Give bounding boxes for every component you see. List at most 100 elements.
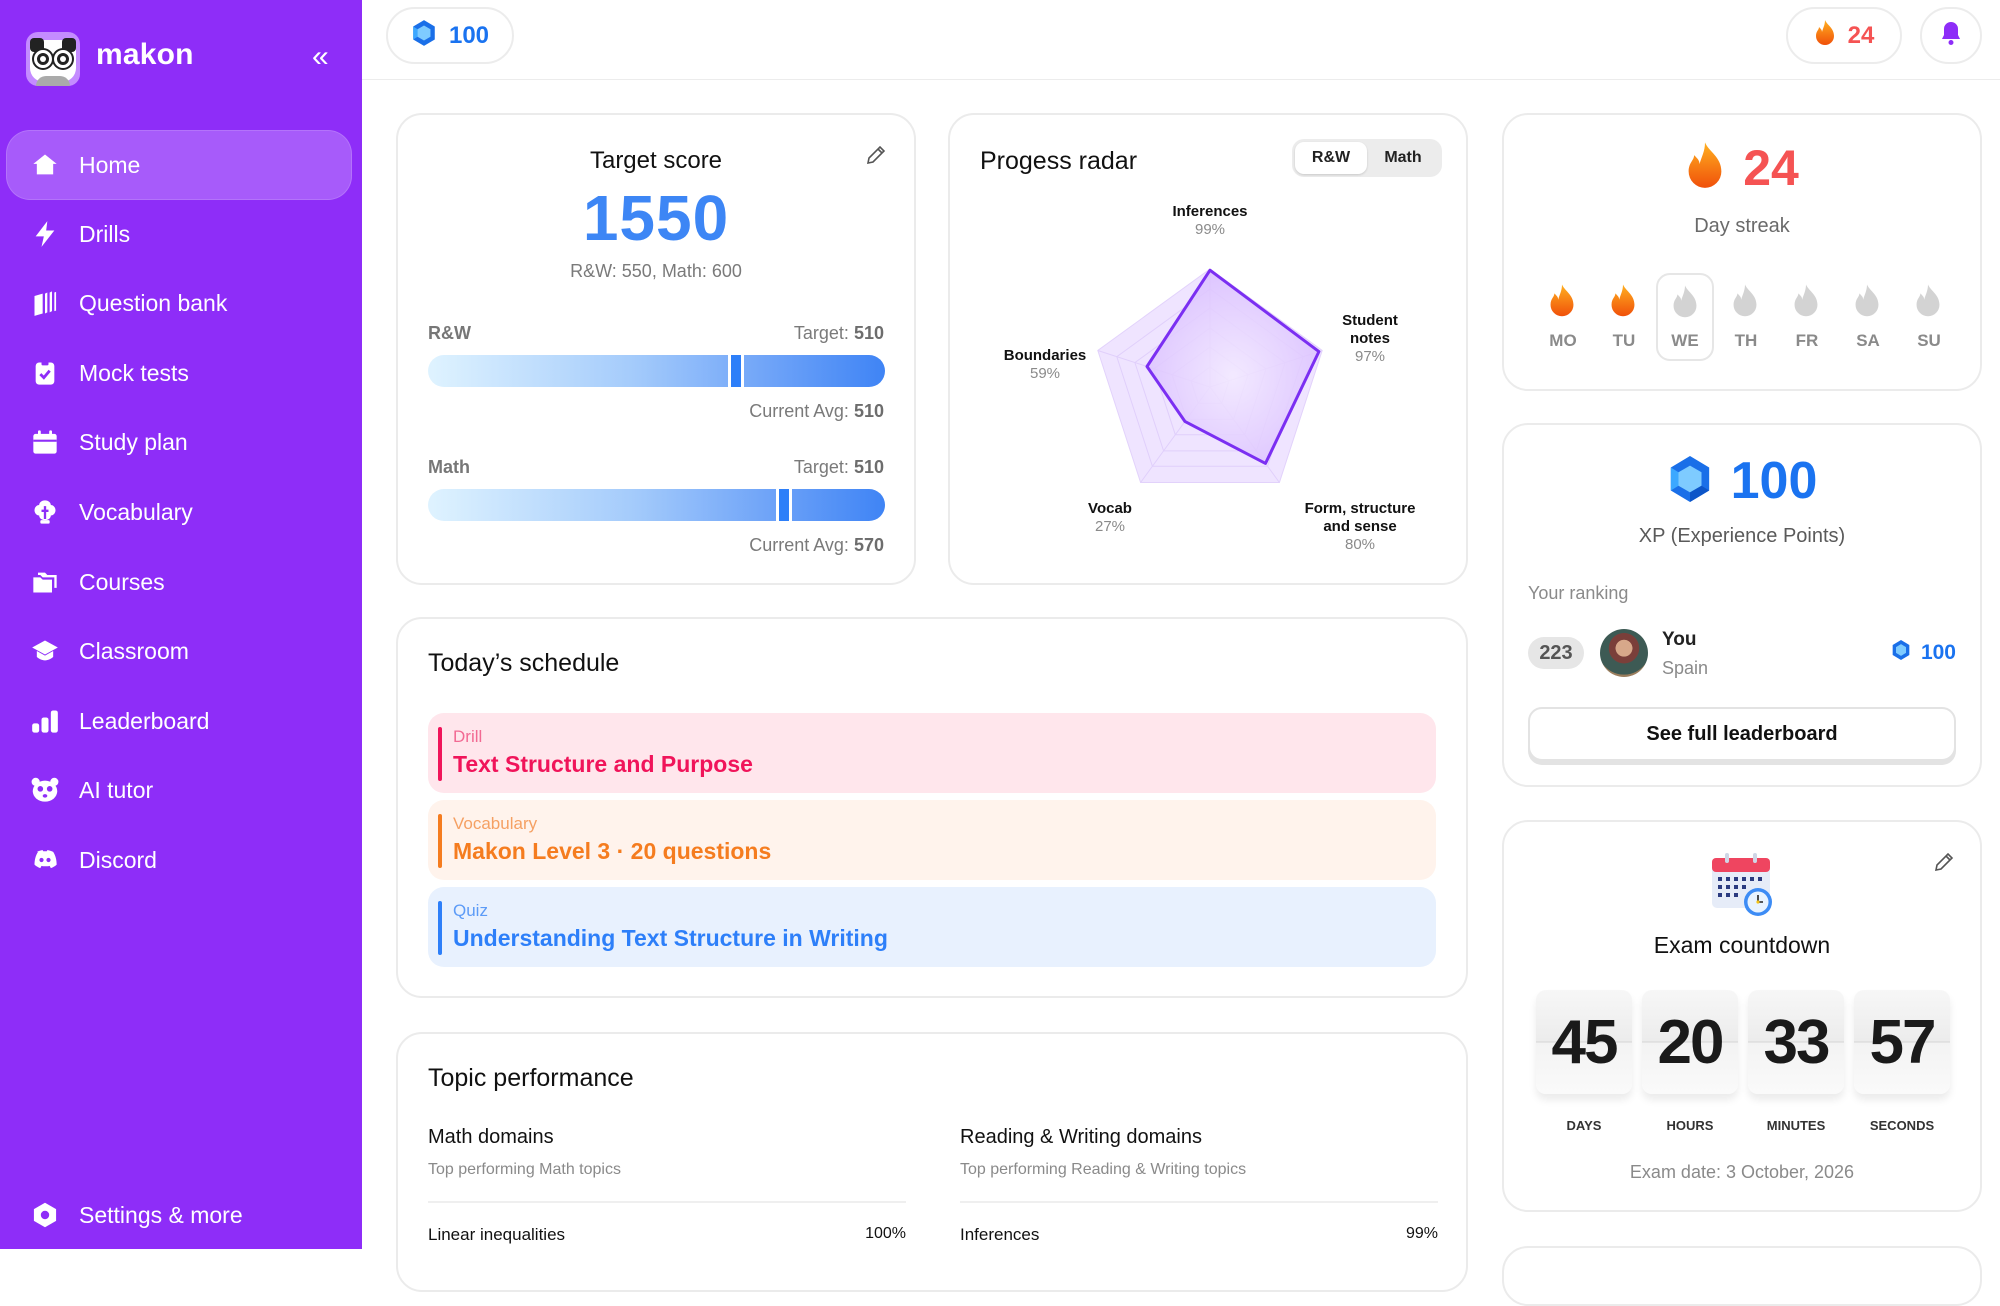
streak-day-fr: FR (1778, 273, 1836, 361)
streak-day-we-today: WE (1656, 273, 1714, 361)
countdown-days: 45 (1536, 990, 1632, 1094)
countdown-minutes-label: MINUTES (1766, 1118, 1826, 1133)
countdown-seconds-label: SECONDS (1869, 1118, 1935, 1133)
schedule-item-drill[interactable]: Drill Text Structure and Purpose (428, 713, 1436, 793)
streak-day-sa: SA (1839, 273, 1897, 361)
schedule-item-kind: Vocabulary (453, 814, 538, 833)
topic-performance-title: Topic performance (428, 1064, 634, 1092)
see-full-leaderboard-button[interactable]: See full leaderboard (1528, 707, 1956, 761)
xp-gem-icon (411, 19, 437, 52)
streak-count: 24 (1743, 140, 1799, 196)
progress-radar-card: Progess radar R&W Math (948, 113, 1468, 585)
folders-icon (30, 567, 60, 597)
double-chevron-left-icon[interactable]: « (312, 40, 329, 73)
makon-logo[interactable] (26, 32, 80, 86)
streak-pill[interactable]: 24 (1786, 7, 1902, 64)
math-progress-bar[interactable] (428, 489, 885, 521)
target-score-title: Target score (589, 147, 723, 174)
rw-domains-column: Reading & Writing domains Top performing… (960, 1126, 1438, 1249)
sidebar-item-study-plan[interactable]: Study plan (6, 407, 352, 477)
user-xp: 100 (1920, 640, 1956, 664)
schedule-item-name: Makon Level 3 · 20 questions (453, 838, 772, 864)
countdown-seconds: 57 (1854, 990, 1950, 1094)
sidebar-item-settings[interactable]: Settings & more (6, 1180, 352, 1250)
books-icon (30, 288, 60, 318)
radar-label-student-notes: Student notes 97% (1342, 312, 1398, 365)
countdown-days-label: DAYS (1566, 1118, 1602, 1133)
your-ranking-label: Your ranking (1528, 583, 1629, 603)
schedule-item-quiz[interactable]: Quiz Understanding Text Structure in Wri… (428, 887, 1436, 967)
edit-pencil-icon[interactable] (1932, 850, 1958, 876)
target-score-card: Target score 1550 R&W: 550, Math: 600 R&… (396, 113, 916, 585)
edit-pencil-icon[interactable] (864, 143, 890, 169)
math-domains-subtitle: Top performing Math topics (428, 1161, 621, 1178)
sidebar-item-classroom[interactable]: Classroom (6, 616, 352, 686)
flame-icon (1814, 19, 1836, 52)
rw-progress-bar[interactable] (428, 355, 885, 387)
sidebar-item-home[interactable]: Home (6, 130, 352, 200)
clipboard-check-icon (30, 358, 60, 388)
xp-card: 100 XP (Experience Points) Your ranking … (1502, 423, 1982, 787)
user-avatar[interactable] (1600, 629, 1648, 677)
bell-icon (1939, 20, 1963, 51)
math-target: Target: 510 (793, 457, 884, 477)
flame-outline-icon (1733, 284, 1757, 317)
topic-row[interactable]: Inferences 99% (960, 1225, 1438, 1244)
schedule-item-name: Understanding Text Structure in Writing (453, 925, 888, 951)
rank-badge: 223 (1528, 637, 1584, 669)
rw-domains-heading: Reading & Writing domains (960, 1126, 1202, 1148)
flame-icon (1685, 140, 1725, 197)
calendar-icon (30, 427, 60, 457)
sidebar-item-courses[interactable]: Courses (6, 547, 352, 617)
streak-value: 24 (1847, 21, 1875, 49)
sidebar: makon « Home Drills Question bank Mock t… (0, 0, 362, 1249)
xp-gem-icon (1891, 639, 1911, 666)
flame-outline-icon (1794, 284, 1818, 317)
schedule-item-name: Text Structure and Purpose (453, 751, 753, 777)
xp-value: 100 (448, 21, 490, 49)
radar-data-polygon (1145, 268, 1321, 465)
sidebar-item-drills[interactable]: Drills (6, 199, 352, 269)
sidebar-item-vocabulary[interactable]: Vocabulary (6, 477, 352, 547)
sidebar-item-mock-tests[interactable]: Mock tests (6, 338, 352, 408)
streak-label: Day streak (1694, 215, 1790, 237)
rw-target-marker (728, 355, 745, 387)
notifications-button[interactable] (1920, 7, 1982, 64)
flame-icon (1611, 284, 1635, 317)
math-target-marker (776, 489, 793, 521)
radar-subject-toggle: R&W Math (1292, 139, 1442, 177)
exam-countdown-card: Exam countdown 45 20 33 57 DAYS HOURS MI… (1502, 820, 1982, 1212)
schedule-item-vocabulary[interactable]: Vocabulary Makon Level 3 · 20 questions (428, 800, 1436, 880)
xp-pill[interactable]: 100 (386, 7, 514, 64)
sidebar-item-discord[interactable]: Discord (6, 825, 352, 895)
flame-outline-icon (1916, 284, 1940, 317)
topic-performance-card: Topic performance Math domains Top perfo… (396, 1032, 1468, 1292)
math-domains-column: Math domains Top performing Math topics … (428, 1126, 906, 1249)
top-header: 100 24 (362, 0, 2000, 80)
math-current-avg: Current Avg: 570 (749, 535, 884, 555)
math-label: Math (428, 457, 470, 477)
streak-day-th: TH (1717, 273, 1775, 361)
schedule-item-kind: Drill (453, 727, 483, 746)
tab-rw[interactable]: R&W (1295, 142, 1367, 174)
lightning-icon (30, 219, 60, 249)
settings-hexagon-icon (30, 1200, 60, 1230)
panda-icon (30, 775, 60, 805)
divider (960, 1201, 1438, 1203)
math-domains-heading: Math domains (428, 1126, 554, 1148)
xp-gem-icon (1667, 454, 1713, 509)
sidebar-item-leaderboard[interactable]: Leaderboard (6, 686, 352, 756)
bar-chart-icon (30, 706, 60, 736)
sidebar-item-question-bank[interactable]: Question bank (6, 268, 352, 338)
next-card-partial (1502, 1246, 1982, 1306)
sidebar-item-ai-tutor[interactable]: AI tutor (6, 755, 352, 825)
graduation-cap-icon (30, 636, 60, 666)
countdown-title: Exam countdown (1653, 932, 1831, 958)
schedule-title: Today’s schedule (428, 649, 620, 677)
countdown-hours: 20 (1642, 990, 1738, 1094)
brand-name: makon (96, 38, 194, 71)
tab-math[interactable]: Math (1384, 149, 1422, 166)
topic-row[interactable]: Linear inequalities 100% (428, 1225, 906, 1244)
todays-schedule-card: Today’s schedule Drill Text Structure an… (396, 617, 1468, 998)
radar-label-boundaries: Boundaries 59% (1003, 347, 1087, 382)
